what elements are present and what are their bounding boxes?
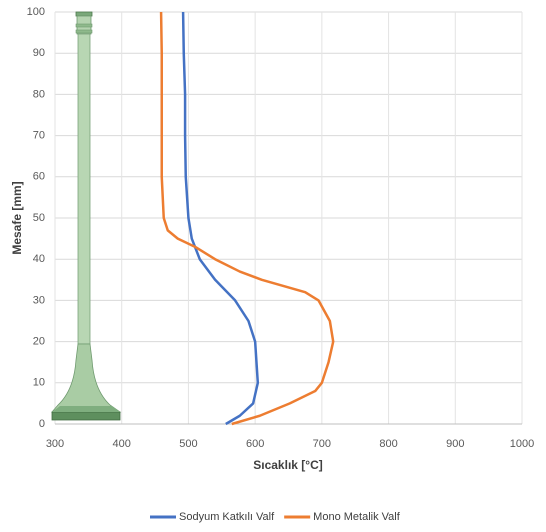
x-tick-label: 900 (446, 438, 464, 450)
grid (54, 11, 523, 425)
series-line (159, 11, 335, 426)
x-axis-title: Sıcaklık [°C] (253, 458, 323, 472)
y-axis-title: Mesafe [mm] (10, 181, 24, 254)
y-tick-label: 30 (33, 294, 45, 306)
x-tick-label: 1000 (510, 438, 534, 450)
y-tick-label: 10 (33, 377, 45, 389)
x-tick-label: 500 (179, 438, 197, 450)
y-tick-label: 70 (33, 130, 45, 142)
x-tick-label: 800 (379, 438, 397, 450)
x-tick-label: 300 (46, 438, 64, 450)
x-tick-label: 400 (113, 438, 131, 450)
y-tick-label: 80 (33, 88, 45, 100)
x-tick-label: 600 (246, 438, 264, 450)
y-tick-label: 100 (27, 6, 45, 18)
y-tick-label: 40 (33, 253, 45, 265)
y-tick-label: 60 (33, 171, 45, 183)
y-tick-label: 20 (33, 336, 45, 348)
y-tick-label: 0 (39, 418, 45, 430)
legend-label: Mono Metalik Valf (313, 511, 401, 523)
valve-illustration (51, 11, 122, 421)
y-tick-label: 50 (33, 212, 45, 224)
y-tick-label: 90 (33, 47, 45, 59)
legend-label: Sodyum Katkılı Valf (179, 511, 275, 523)
legend: Sodyum Katkılı Valf Mono Metalik Valf (150, 511, 401, 523)
series-line (181, 11, 260, 426)
x-tick-label: 700 (313, 438, 331, 450)
